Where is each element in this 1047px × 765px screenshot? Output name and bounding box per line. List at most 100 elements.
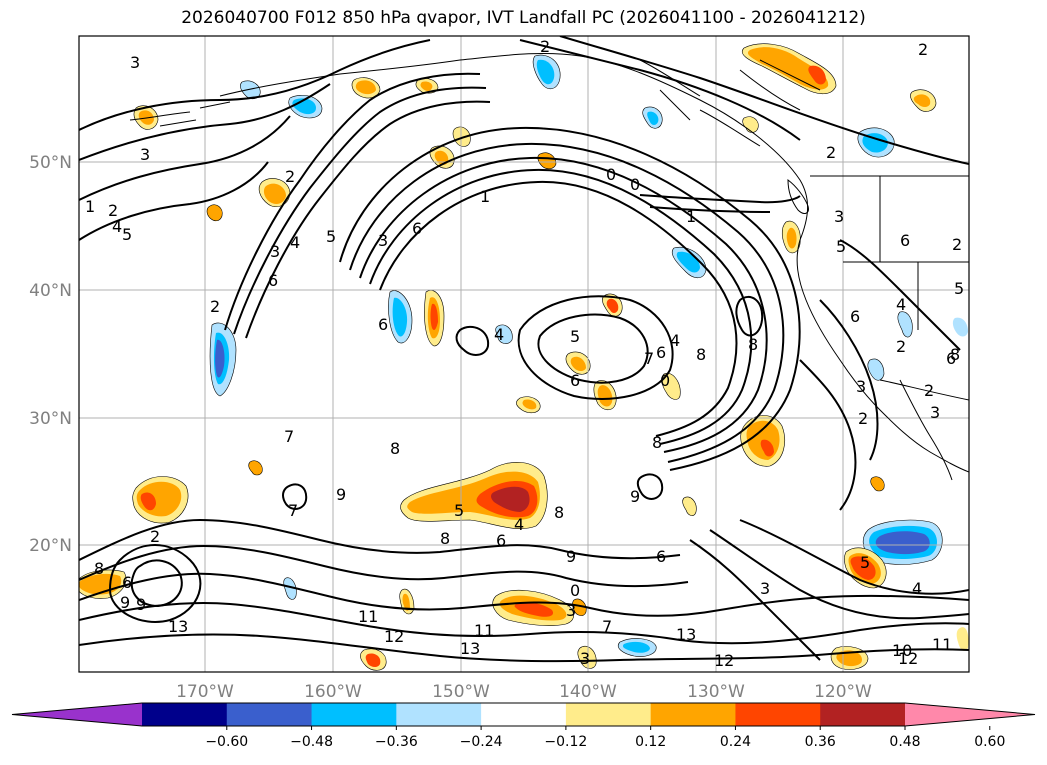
- lon-label-120w: 120°W: [814, 682, 872, 702]
- contour-label: 3: [580, 649, 590, 668]
- contour-label: 4: [670, 331, 680, 350]
- contour-label: 3: [834, 207, 844, 226]
- contour-label: 5: [860, 553, 870, 572]
- lon-label-130w: 130°W: [687, 682, 745, 702]
- contour-label: 9: [630, 487, 640, 506]
- colorbar-tick-label: −0.48: [290, 734, 333, 750]
- contour-label: 1: [686, 207, 696, 226]
- contour-label: 0: [570, 581, 580, 600]
- contour-label: 10: [892, 641, 912, 660]
- map-title: 2026040700 F012 850 hPa qvapor, IVT Land…: [181, 8, 866, 28]
- contour-label: 8: [652, 433, 662, 452]
- lon-label-160w: 160°W: [304, 682, 362, 702]
- colorbar-extend-high: [905, 703, 1035, 726]
- contour-label: 0: [660, 371, 670, 390]
- contour-label: 13: [168, 617, 188, 636]
- colorbar-tick-label: 0.48: [889, 734, 920, 750]
- contour-label: 1: [85, 197, 95, 216]
- contour-label: 2: [858, 409, 868, 428]
- contour-label: 6: [122, 573, 132, 592]
- colorbar-tick-label: 0.36: [805, 734, 836, 750]
- colorbar-swatch: [650, 703, 736, 726]
- contour-label: 2: [924, 381, 934, 400]
- contour-label: 5: [122, 225, 132, 244]
- contour-label: 3: [140, 145, 150, 164]
- contour-label: 12: [714, 651, 734, 670]
- contour-label: 8: [390, 439, 400, 458]
- contour-label: 5: [326, 227, 336, 246]
- contour-label: 4: [912, 579, 922, 598]
- contour-label: 5: [954, 279, 964, 298]
- contour-layer: [79, 36, 969, 663]
- contour-label: 3: [760, 579, 770, 598]
- contour-label: 3: [130, 53, 140, 72]
- contour-label: 5: [570, 327, 580, 346]
- contour-label: 4: [896, 295, 906, 314]
- contour-label: 7: [284, 427, 294, 446]
- contour-label: 9: [566, 547, 576, 566]
- contour-label: 3: [378, 231, 388, 250]
- contour-label: 6: [268, 271, 278, 290]
- contour-label: 6: [946, 349, 956, 368]
- contour-label: 7: [288, 501, 298, 520]
- colorbar-tick-label: −0.60: [205, 734, 248, 750]
- contour-label: 1: [480, 187, 490, 206]
- contour-label: 12: [898, 649, 918, 668]
- contour-label: 3: [566, 601, 576, 620]
- contour-label: 7: [602, 617, 612, 636]
- contour-label: 12: [384, 627, 404, 646]
- longitude-labels: 170°W 160°W 150°W 140°W 130°W 120°W: [176, 682, 872, 702]
- colorbar-tick-label: −0.12: [544, 734, 587, 750]
- colorbar-extend-low: [12, 703, 142, 726]
- contour-label: 2: [210, 297, 220, 316]
- contour-label: 3: [856, 377, 866, 396]
- contour-label: 6: [900, 231, 910, 250]
- colorbar-tick-label: −0.36: [375, 734, 418, 750]
- contour-label: 2: [918, 40, 928, 59]
- contour-label: 6: [412, 219, 422, 238]
- graticule: [79, 36, 969, 672]
- contour-label: 2: [826, 143, 836, 162]
- contour-label: 0: [606, 165, 616, 184]
- contour-label: 8: [554, 503, 564, 522]
- coastline-layer: [129, 52, 969, 481]
- contour-label: 2: [896, 337, 906, 356]
- contour-label: 4: [514, 515, 524, 534]
- contour-label: 11: [932, 635, 952, 654]
- contour-label: 6: [378, 315, 388, 334]
- state-border: [810, 175, 969, 330]
- lon-label-150w: 150°W: [432, 682, 490, 702]
- colorbar-tick-label: 0.12: [635, 734, 666, 750]
- colorbar-tick-label: 0.60: [974, 734, 1005, 750]
- contour-label: 4: [290, 233, 300, 252]
- colorbar-swatch: [226, 703, 313, 726]
- contour-label: 4: [494, 325, 504, 344]
- contour-label: 6: [496, 531, 506, 550]
- colorbar: −0.60 −0.48 −0.36 −0.24 −0.12 0.12 0.24 0.36 0.4…: [11, 702, 1036, 750]
- baja-california: [899, 379, 953, 481]
- contour-label: 9: [136, 595, 146, 614]
- colorbar-swatch: [396, 703, 482, 726]
- map-frame: [78, 35, 970, 673]
- contour-label: 8: [696, 345, 706, 364]
- contour-label: 2: [108, 201, 118, 220]
- contour-label: 5: [454, 501, 464, 520]
- colorbar-swatch: [735, 703, 821, 726]
- contour-label: 0: [630, 175, 640, 194]
- contour-label: 3: [930, 403, 940, 422]
- contour-label: 4: [112, 217, 122, 236]
- latitude-labels: 50°N 40°N 30°N 20°N: [29, 153, 72, 556]
- contour-label: 7: [644, 349, 654, 368]
- mexico-border: [879, 379, 969, 401]
- contour-label-layer: 3 3 2 2 2 1 2 4 5 2 3 4 5 3 6 6 0 0 1 1 …: [85, 37, 964, 670]
- colorbar-outline: [11, 702, 1036, 727]
- contour-label: 3: [270, 242, 280, 261]
- lat-label-30n: 30°N: [29, 409, 72, 429]
- colorbar-tick-label: −0.24: [460, 734, 503, 750]
- contour-label: 5: [836, 237, 846, 256]
- aleutian-islands: [129, 101, 231, 127]
- contour-label: 11: [358, 607, 378, 626]
- contour-label: 2: [285, 167, 295, 186]
- contour-label: 8: [440, 529, 450, 548]
